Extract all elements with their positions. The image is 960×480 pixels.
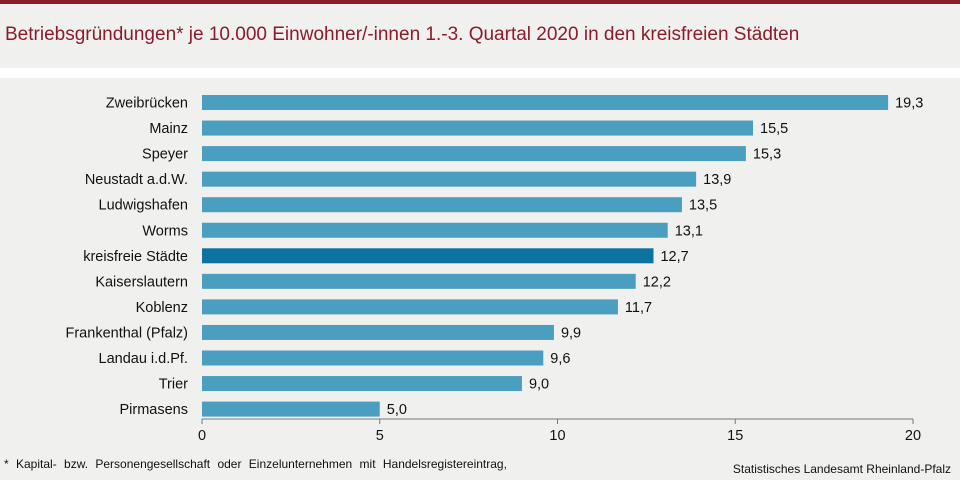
value-label: 13,5	[689, 198, 717, 214]
value-label: 9,9	[561, 325, 581, 341]
category-label: Speyer	[142, 147, 188, 163]
title-divider	[0, 68, 960, 78]
bar	[202, 171, 697, 187]
bar	[202, 299, 618, 315]
category-label: Kaiserslautern	[95, 274, 188, 290]
value-label: 9,0	[529, 377, 549, 393]
bar	[202, 273, 636, 289]
category-label: Zweibrücken	[106, 96, 188, 112]
bar	[202, 95, 889, 110]
value-label: 9,6	[550, 351, 570, 367]
category-label: Pirmasens	[120, 402, 189, 418]
category-label: Koblenz	[136, 300, 188, 316]
top-rule	[0, 0, 960, 4]
x-tick-label: 20	[905, 428, 921, 444]
value-label: 13,1	[675, 223, 703, 239]
category-label: Trier	[159, 377, 188, 393]
bar	[202, 376, 522, 392]
x-tick-label: 0	[198, 428, 206, 444]
bar	[202, 146, 746, 162]
x-tick-label: 15	[727, 428, 743, 444]
value-label: 5,0	[387, 402, 407, 418]
source-note: Statistisches Landesamt Rheinland-Pfalz	[732, 462, 951, 476]
x-tick-label: 5	[376, 428, 384, 444]
bar	[202, 222, 668, 238]
bar	[202, 401, 380, 417]
value-label: 12,2	[643, 274, 671, 290]
bar	[202, 350, 544, 366]
header: Betriebsgründungen* je 10.000 Einwohner/…	[0, 4, 960, 68]
bar	[202, 248, 654, 264]
value-label: 12,7	[660, 249, 688, 265]
chart-title: Betriebsgründungen* je 10.000 Einwohner/…	[5, 24, 800, 45]
category-label: Worms	[142, 223, 188, 239]
bar	[202, 197, 682, 213]
bar	[202, 324, 554, 340]
category-label: Mainz	[149, 121, 188, 137]
category-label: kreisfreie Städte	[83, 249, 188, 265]
category-label: Ludwigshafen	[99, 198, 189, 214]
category-label: Neustadt a.d.W.	[85, 172, 188, 188]
bar	[202, 120, 754, 136]
x-tick-label: 10	[549, 428, 565, 444]
category-label: Frankenthal (Pfalz)	[66, 325, 189, 341]
category-label: Landau i.d.Pf.	[99, 351, 189, 367]
value-label: 19,3	[895, 96, 923, 112]
value-label: 15,3	[753, 147, 781, 163]
value-label: 13,9	[703, 172, 731, 188]
value-label: 15,5	[760, 121, 788, 137]
bar-chart: Zweibrücken 19,3 Mainz 15,5 Speyer 15,3 Neusta…	[66, 95, 923, 444]
value-label: 11,7	[625, 300, 652, 316]
footnote: * Kapital- bzw. Personengesellschaft ode…	[4, 457, 507, 471]
